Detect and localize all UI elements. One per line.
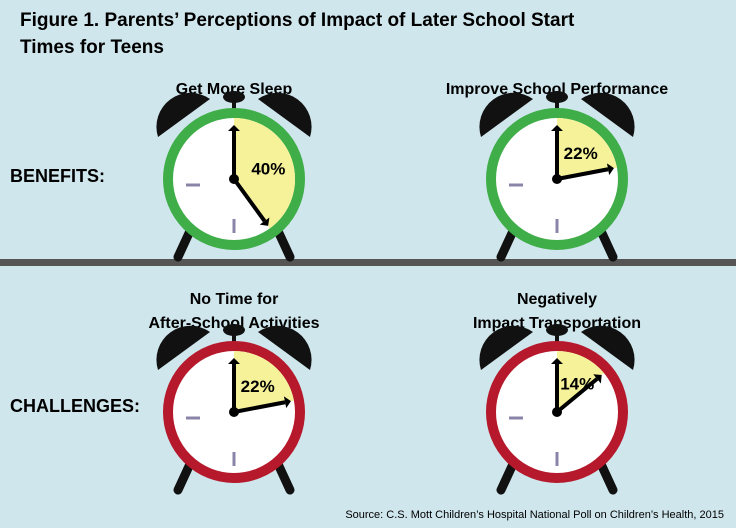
pie-slice xyxy=(557,118,617,179)
pie-slice xyxy=(234,351,294,412)
clock-chart: Improve School Performance 22% xyxy=(446,81,668,262)
clock-hand xyxy=(233,400,286,414)
alarm-bell-icon xyxy=(258,325,312,370)
figure-title-line-2: Times for Teens xyxy=(20,37,164,58)
clock-knob xyxy=(546,91,568,103)
arrow-head-icon xyxy=(259,217,270,226)
clock-leg xyxy=(273,226,295,262)
clock-leg xyxy=(496,459,518,495)
pie-slice xyxy=(557,351,605,412)
arrow-head-icon xyxy=(606,163,614,176)
clock-leg xyxy=(173,459,195,495)
row-label-benefits: BENEFITS: xyxy=(10,166,105,186)
chart-title: Negatively xyxy=(517,291,597,308)
arrow-head-icon xyxy=(228,125,240,131)
section-divider xyxy=(0,259,736,266)
arrow-head-icon xyxy=(551,125,563,131)
row-label-challenges: CHALLENGES: xyxy=(10,396,140,416)
clock-knob xyxy=(223,91,245,103)
data-label: 40% xyxy=(251,159,285,178)
arrow-head-icon xyxy=(593,374,602,384)
clock-center xyxy=(552,407,562,417)
clock-hand xyxy=(232,177,267,223)
alarm-bell-icon xyxy=(156,325,210,370)
alarm-bell-icon xyxy=(156,92,210,137)
alarm-bell-icon xyxy=(581,325,635,370)
clock-knob xyxy=(546,324,568,336)
clock-center xyxy=(229,174,239,184)
clock-leg xyxy=(273,459,295,495)
clock-center xyxy=(229,407,239,417)
clock-leg xyxy=(173,226,195,262)
alarm-bell-icon xyxy=(258,92,312,137)
arrow-head-icon xyxy=(283,396,291,409)
data-label: 22% xyxy=(241,377,275,396)
clock-leg xyxy=(596,459,618,495)
chart-title: Get More Sleep xyxy=(176,81,293,98)
arrow-head-icon xyxy=(228,358,240,364)
arrow-head-icon xyxy=(551,358,563,364)
source-note: Source: C.S. Mott Children’s Hospital Na… xyxy=(345,509,724,521)
alarm-bell-icon xyxy=(581,92,635,137)
chart-title: No Time for xyxy=(190,291,279,308)
figure-title-line-1: Figure 1. Parents’ Perceptions of Impact… xyxy=(20,10,575,31)
data-label: 14% xyxy=(560,374,594,393)
clock-hand xyxy=(555,377,599,414)
chart-title: Improve School Performance xyxy=(446,81,668,98)
clock-knob xyxy=(223,324,245,336)
clock-leg xyxy=(596,226,618,262)
clock-charts: Get More Sleep 40% Improve School Performa… xyxy=(149,81,668,495)
pie-slice xyxy=(234,118,295,229)
clock-leg xyxy=(496,226,518,262)
clock-chart: Get More Sleep 40% xyxy=(156,81,312,262)
data-label: 22% xyxy=(564,144,598,163)
clock-center xyxy=(552,174,562,184)
alarm-bell-icon xyxy=(479,325,533,370)
alarm-bell-icon xyxy=(479,92,533,137)
clock-hand xyxy=(556,167,609,181)
